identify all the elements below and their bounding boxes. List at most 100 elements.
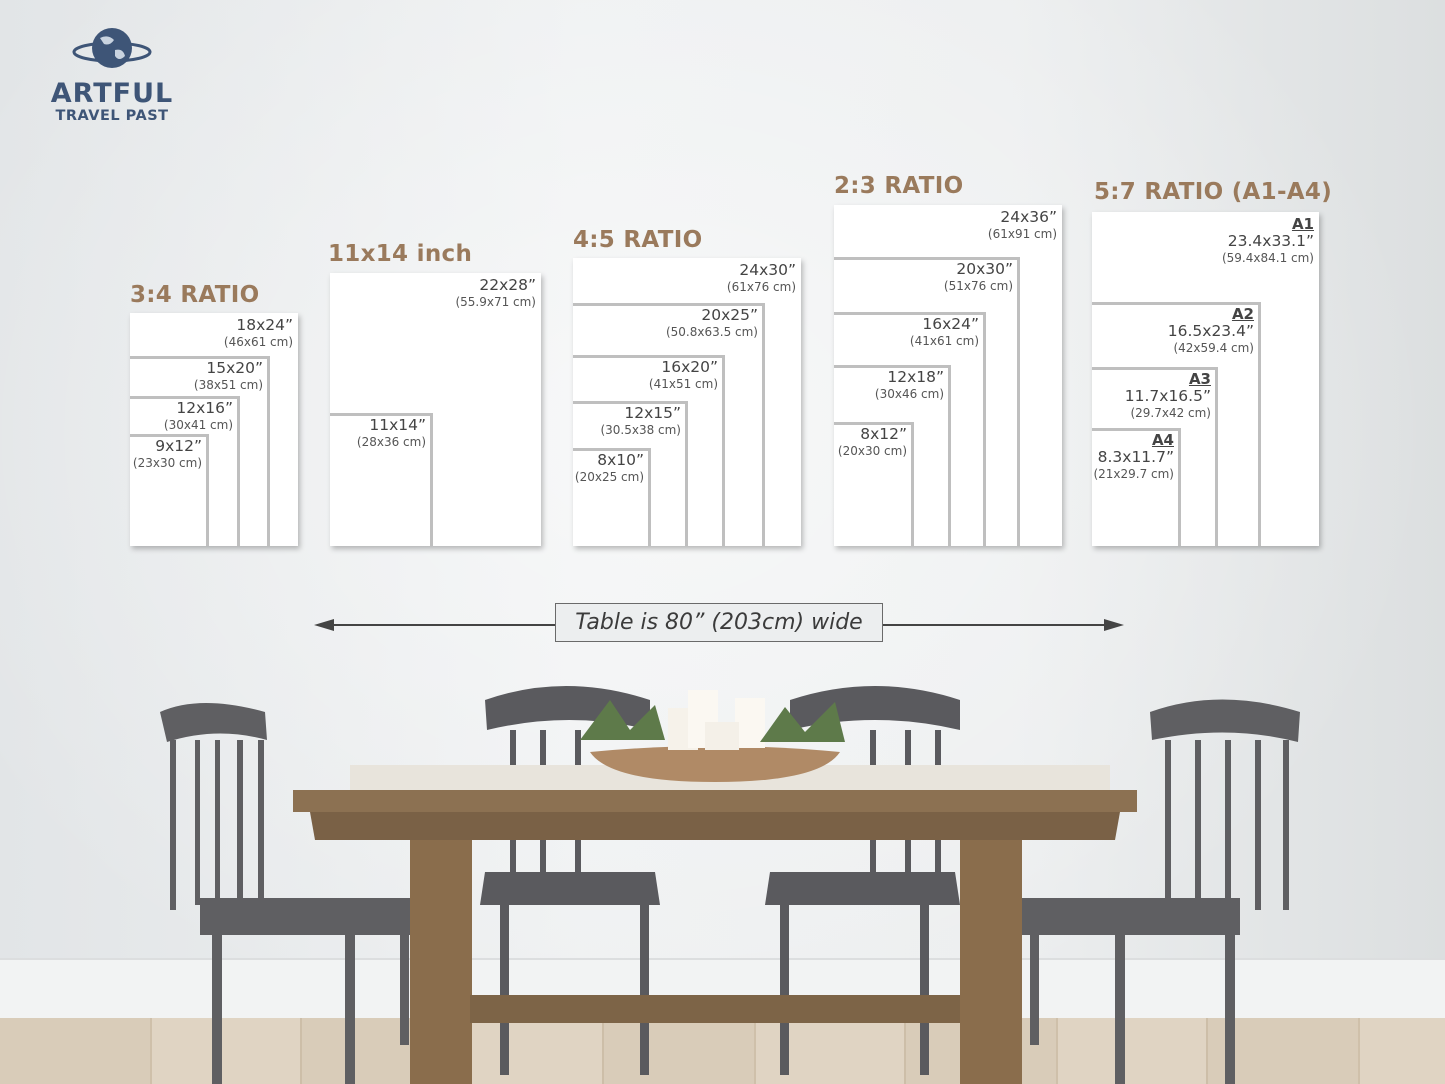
group-heading: 4:5 RATIO — [573, 227, 703, 253]
size-label: 20x25” (50.8x63.5 cm) — [666, 307, 758, 340]
size-in: 12x15” — [624, 404, 681, 422]
size-cm: (55.9x71 cm) — [455, 295, 536, 309]
print-size-outline — [130, 434, 209, 546]
size-label: 8x12” (20x30 cm) — [838, 426, 907, 459]
print-size-panel: 24x30” (61x76 cm) 20x25” (50.8x63.5 cm) 16x2… — [573, 258, 801, 546]
print-size-outline — [130, 356, 270, 546]
chair-left — [160, 703, 420, 1084]
size-label: 16x20” (41x51 cm) — [649, 359, 718, 392]
size-cm: (29.7x42 cm) — [1130, 406, 1211, 420]
size-cm: (59.4x84.1 cm) — [1221, 251, 1314, 265]
size-in: 20x25” — [701, 306, 758, 324]
size-label: 20x30” (51x76 cm) — [944, 261, 1013, 294]
size-label: 12x18” (30x46 cm) — [875, 369, 944, 402]
size-in: 16x24” — [922, 315, 979, 333]
size-label: A2 16.5x23.4” (42x59.4 cm) — [1168, 306, 1254, 356]
print-size-outline — [834, 257, 1020, 546]
logo-line1: ARTFUL — [50, 78, 174, 109]
print-size-panel: 18x24” (46x61 cm) 15x20” (38x51 cm) 12x16” (3… — [130, 313, 298, 546]
size-in: 8x10” — [597, 451, 644, 469]
size-label: 12x15” (30.5x38 cm) — [600, 405, 681, 438]
print-size-panel: 22x28” (55.9x71 cm) 11x14” (28x36 cm) — [330, 273, 541, 546]
size-code: A3 — [1188, 370, 1211, 388]
print-size-outline — [834, 312, 986, 546]
size-label: 15x20” (38x51 cm) — [194, 360, 263, 393]
size-in: 22x28” — [479, 276, 536, 294]
size-cm: (42x59.4 cm) — [1173, 341, 1254, 355]
size-label: 12x16” (30x41 cm) — [164, 400, 233, 433]
size-in: 16x20” — [661, 358, 718, 376]
size-in: 9x12” — [155, 437, 202, 455]
print-size-outline — [573, 401, 688, 546]
size-cm: (23x30 cm) — [132, 456, 202, 470]
print-size-outline — [1092, 367, 1218, 546]
size-in: 20x30” — [956, 260, 1013, 278]
size-in: 23.4x33.1” — [1227, 232, 1314, 250]
size-in: 11x14” — [369, 416, 426, 434]
size-cm: (38x51 cm) — [193, 378, 263, 392]
size-label: A4 8.3x11.7” (21x29.7 cm) — [1093, 432, 1174, 482]
print-size-outline — [1092, 302, 1261, 546]
print-size-outline — [1092, 428, 1181, 546]
logo-line2: TRAVEL PAST — [55, 108, 169, 124]
size-in: 12x16” — [176, 399, 233, 417]
size-code: A4 — [1151, 431, 1174, 449]
group-heading: 5:7 RATIO (A1-A4) — [1094, 179, 1333, 205]
size-label: 18x24” (46x61 cm) — [224, 317, 293, 350]
size-cm: (61x91 cm) — [987, 227, 1057, 241]
size-code: A2 — [1231, 305, 1254, 323]
size-cm: (30.5x38 cm) — [600, 423, 681, 437]
size-cm: (30x46 cm) — [874, 387, 944, 401]
logo: ARTFUL TRAVEL PAST — [36, 26, 188, 124]
size-label: 24x36” (61x91 cm) — [988, 209, 1057, 242]
chair-right — [1015, 699, 1300, 1084]
print-size-outline — [330, 413, 433, 546]
size-label: A3 11.7x16.5” (29.7x42 cm) — [1125, 371, 1211, 421]
print-size-outline — [573, 448, 651, 546]
size-in: 8x12” — [860, 425, 907, 443]
globe-icon — [72, 28, 152, 68]
size-in: 12x18” — [887, 368, 944, 386]
size-cm: (46x61 cm) — [223, 335, 293, 349]
print-size-panel: 24x36” (61x91 cm) 20x30” (51x76 cm) 16x24” (4… — [834, 205, 1062, 546]
size-cm: (20x25 cm) — [574, 470, 644, 484]
size-in: 15x20” — [206, 359, 263, 377]
group-heading: 3:4 RATIO — [130, 282, 260, 308]
size-label: 8x10” (20x25 cm) — [575, 452, 644, 485]
size-cm: (28x36 cm) — [356, 435, 426, 449]
size-in: 16.5x23.4” — [1167, 322, 1254, 340]
size-label: A1 23.4x33.1” (59.4x84.1 cm) — [1222, 216, 1314, 266]
print-size-panel: A1 23.4x33.1” (59.4x84.1 cm) A2 16.5x23.4” (4… — [1092, 212, 1319, 546]
group-heading: 11x14 inch — [328, 241, 473, 267]
size-cm: (41x61 cm) — [909, 334, 979, 348]
size-label: 16x24” (41x61 cm) — [910, 316, 979, 349]
size-in: 8.3x11.7” — [1097, 448, 1174, 466]
size-cm: (30x41 cm) — [163, 418, 233, 432]
print-size-outline — [834, 422, 914, 546]
table — [293, 765, 1137, 1084]
size-in: 24x36” — [1000, 208, 1057, 226]
group-heading: 2:3 RATIO — [834, 173, 964, 199]
print-size-outline — [573, 303, 765, 546]
baseboard — [0, 958, 1445, 1022]
size-in: 11.7x16.5” — [1124, 387, 1211, 405]
size-in: 18x24” — [236, 316, 293, 334]
size-in: 24x30” — [739, 261, 796, 279]
size-cm: (20x30 cm) — [837, 444, 907, 458]
print-size-outline — [130, 396, 240, 546]
size-label: 24x30” (61x76 cm) — [727, 262, 796, 295]
size-cm: (21x29.7 cm) — [1093, 467, 1174, 481]
centerpiece — [580, 690, 845, 782]
table-width-caption: Table is 80” (203cm) wide — [555, 603, 883, 642]
print-size-outline — [834, 365, 951, 546]
size-label: 9x12” (23x30 cm) — [133, 438, 202, 471]
size-cm: (41x51 cm) — [648, 377, 718, 391]
size-cm: (50.8x63.5 cm) — [665, 325, 758, 339]
size-cm: (61x76 cm) — [726, 280, 796, 294]
size-label: 22x28” (55.9x71 cm) — [455, 277, 536, 310]
wood-floor — [0, 1018, 1445, 1084]
size-cm: (51x76 cm) — [943, 279, 1013, 293]
print-size-outline — [573, 355, 725, 546]
size-label: 11x14” (28x36 cm) — [357, 417, 426, 450]
